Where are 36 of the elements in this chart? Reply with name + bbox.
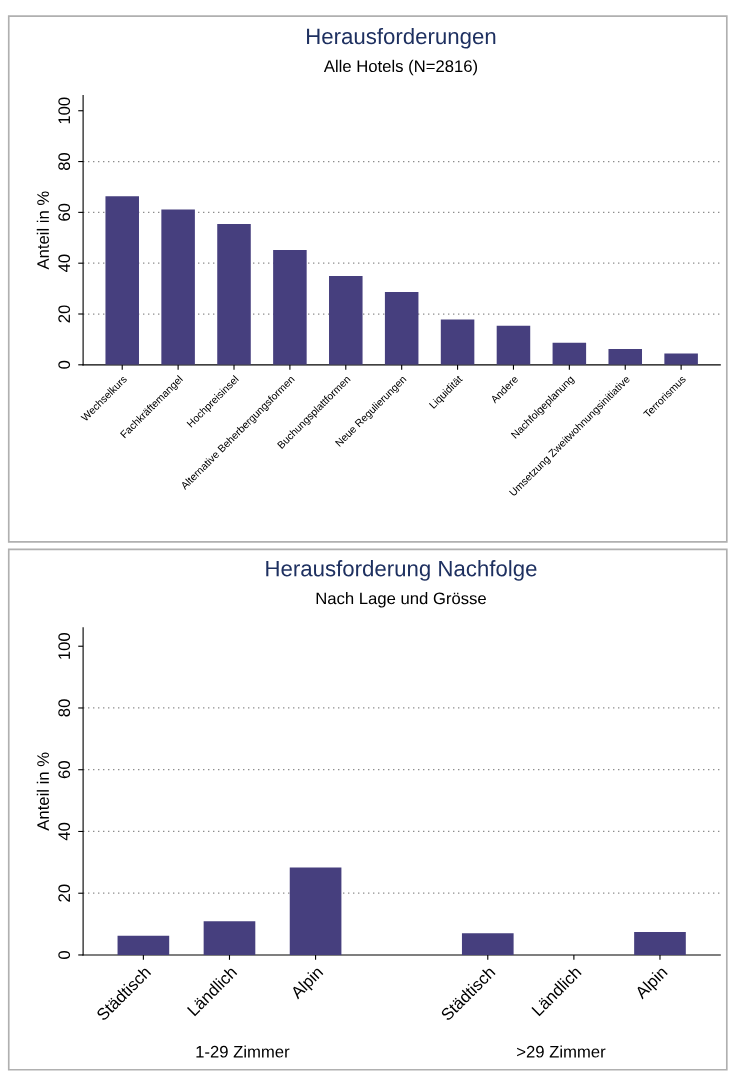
bar xyxy=(440,319,475,365)
chart-title: Herausforderung Nachfolge xyxy=(266,560,537,581)
y-tick-label: 60 xyxy=(58,761,71,779)
text: 1-29 Zimmer xyxy=(196,1045,290,1058)
y-axis-title: Anteil in % xyxy=(36,752,49,831)
bar xyxy=(203,921,256,955)
bar xyxy=(289,867,342,955)
y-tick-label: 0 xyxy=(58,360,71,369)
y-axis-title: Anteil in % xyxy=(36,191,49,270)
y-tick-label: 40 xyxy=(58,254,71,273)
chart-title: Herausforderungen xyxy=(307,27,496,49)
text: >29 Zimmer xyxy=(517,1045,606,1058)
chart-subtitle: Nach Lage und Grösse xyxy=(316,592,486,608)
bar xyxy=(552,342,587,365)
bar xyxy=(664,353,698,365)
bar xyxy=(461,933,514,955)
bar xyxy=(273,249,307,365)
bar xyxy=(384,291,419,365)
bar xyxy=(217,224,251,365)
y-tick-label: 60 xyxy=(58,203,71,221)
y-tick-label: 20 xyxy=(58,884,71,902)
bar xyxy=(634,932,686,955)
chart-subtitle: Alle Hotels (N=2816) xyxy=(323,59,478,76)
bar xyxy=(161,209,195,365)
y-tick-label: 40 xyxy=(58,822,71,841)
y-tick-label: 80 xyxy=(58,152,71,171)
y-tick-label: 80 xyxy=(58,699,71,717)
bar xyxy=(608,349,643,365)
y-tick-label: 100 xyxy=(58,97,71,124)
bar xyxy=(117,935,170,955)
y-tick-label: 0 xyxy=(58,950,71,959)
bar xyxy=(105,196,139,365)
y-tick-label: 100 xyxy=(58,632,71,659)
y-tick-label: 20 xyxy=(58,305,71,323)
bar xyxy=(329,275,363,365)
bar xyxy=(496,325,531,365)
